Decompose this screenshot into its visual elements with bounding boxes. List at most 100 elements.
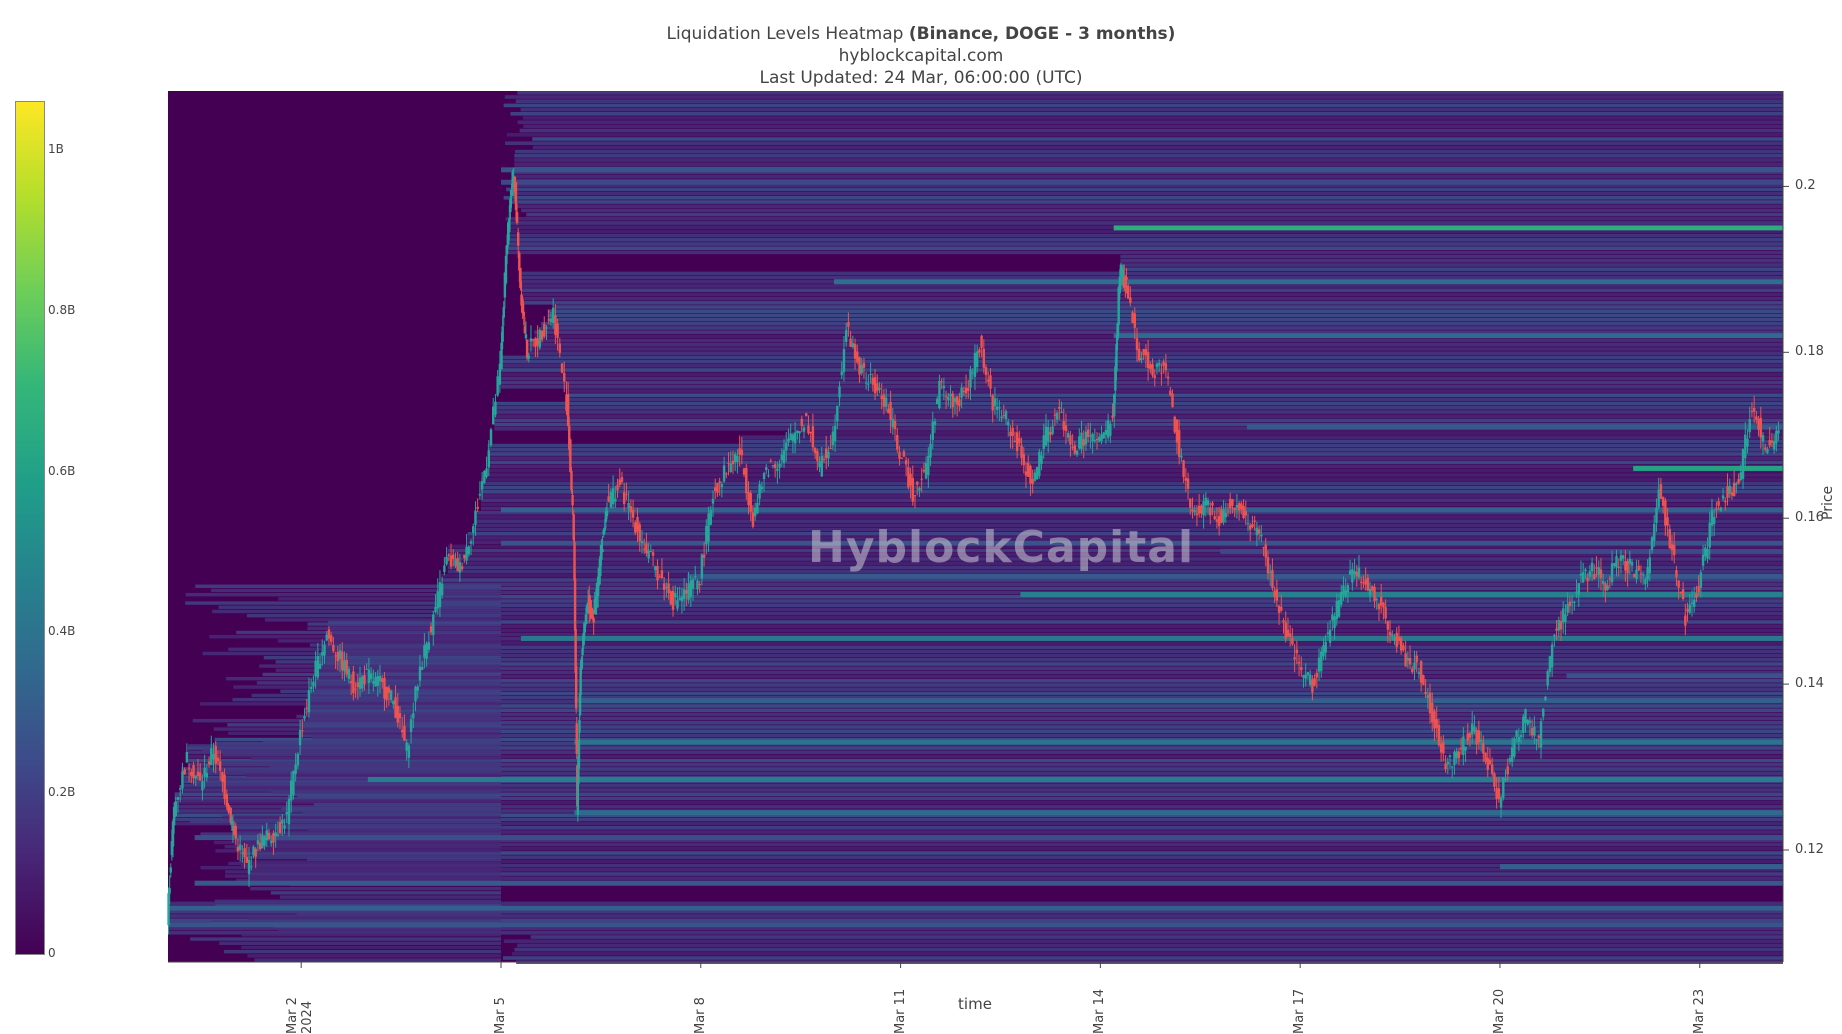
- candle-body: [647, 550, 650, 559]
- candle-body: [1757, 418, 1760, 430]
- candle-body: [1173, 416, 1176, 433]
- heat-row: [507, 242, 1784, 246]
- candle-body: [862, 362, 866, 368]
- heat-row: [500, 376, 1783, 381]
- candle-body: [489, 429, 493, 445]
- heat-row: [314, 679, 1783, 683]
- candle-body: [1728, 485, 1731, 494]
- heat-row: [301, 729, 1784, 733]
- heat-row: [213, 727, 501, 731]
- candle-body: [196, 771, 200, 776]
- heat-row: [514, 170, 1783, 175]
- colorbar-tick-label: 0.4B: [48, 624, 76, 639]
- candle-body: [414, 686, 417, 702]
- candle-body: [1348, 570, 1352, 575]
- candle-body: [1402, 645, 1405, 651]
- heat-row: [230, 823, 501, 828]
- candle-body: [385, 686, 388, 701]
- candle-body: [887, 408, 890, 414]
- candle-body: [1650, 537, 1654, 550]
- candle-body: [773, 464, 777, 468]
- candle-body: [485, 468, 488, 477]
- heat-row: [487, 464, 1783, 469]
- candle-body: [1455, 751, 1458, 759]
- heat-row: [227, 723, 501, 727]
- candle-body: [660, 570, 664, 579]
- candle-body: [842, 349, 846, 373]
- heat-row: [209, 634, 501, 639]
- candle-body: [771, 465, 775, 467]
- candle-body: [276, 834, 280, 836]
- x-tick-label: Mar 11: [892, 988, 908, 1034]
- candle-body: [338, 650, 342, 660]
- candle-body: [1615, 556, 1618, 568]
- candle-body: [931, 421, 934, 440]
- candle-body: [1482, 742, 1485, 754]
- candle-body: [787, 438, 790, 443]
- candle-body: [1104, 429, 1108, 435]
- candle-body: [569, 439, 572, 472]
- heat-row: [174, 800, 1783, 805]
- candle-body: [1406, 657, 1410, 661]
- candle-body: [896, 435, 899, 450]
- heat-row: [434, 607, 1784, 612]
- candle-body: [1648, 557, 1652, 574]
- candle-body: [594, 596, 598, 615]
- heat-row: [481, 494, 1784, 498]
- candle-body: [1184, 477, 1188, 481]
- liquidation-band: [574, 698, 1783, 704]
- heat-row: [500, 385, 1783, 389]
- candle-body: [508, 218, 511, 233]
- candle-body: [1091, 433, 1094, 442]
- candle-body: [1075, 450, 1079, 455]
- candle-body: [358, 677, 362, 689]
- candle-body: [691, 579, 695, 589]
- candle-body: [568, 425, 571, 450]
- candle-body: [591, 609, 594, 618]
- candle-body: [1553, 634, 1556, 637]
- candle-body: [742, 468, 746, 475]
- candle-body: [516, 232, 520, 246]
- candle-body: [573, 578, 577, 631]
- candle-body: [307, 690, 311, 713]
- heat-row: [307, 691, 1783, 696]
- candle-body: [1282, 620, 1285, 623]
- candle-body: [334, 655, 337, 657]
- heat-row: [487, 448, 1783, 452]
- heat-row: [234, 838, 1784, 843]
- heat-row: [510, 112, 1784, 116]
- candle-body: [1635, 569, 1638, 579]
- candle-body: [263, 836, 266, 846]
- candle-body: [1084, 431, 1088, 445]
- heat-row: [181, 798, 501, 803]
- heat-row: [447, 561, 1784, 565]
- candle-body: [1069, 435, 1072, 445]
- heat-row: [507, 229, 1784, 234]
- candle-body: [565, 394, 568, 411]
- candle-body: [869, 374, 872, 376]
- candle-body: [192, 765, 195, 779]
- x-tick-label: Mar 5: [492, 997, 508, 1034]
- candle-body: [1275, 589, 1279, 601]
- liquidation-band: [500, 507, 1783, 513]
- candle-body: [1677, 580, 1680, 588]
- candle-body: [318, 663, 322, 669]
- candle-body: [1399, 638, 1403, 651]
- candle-body: [363, 675, 366, 685]
- liquidation-band: [574, 810, 1783, 816]
- candle-body: [1106, 420, 1110, 438]
- candle-body: [261, 834, 264, 849]
- candle-body: [1297, 661, 1301, 664]
- candle-body: [649, 551, 653, 553]
- candle-body: [793, 432, 797, 444]
- candle-body: [864, 382, 868, 384]
- candle-body: [1195, 513, 1199, 515]
- candle-body: [1058, 407, 1061, 409]
- candle-body: [1675, 569, 1678, 578]
- candle-body: [1539, 721, 1543, 748]
- candle-body: [1424, 691, 1427, 694]
- heat-row: [481, 477, 1784, 481]
- candle-body: [1395, 632, 1398, 648]
- candle-body: [281, 819, 284, 824]
